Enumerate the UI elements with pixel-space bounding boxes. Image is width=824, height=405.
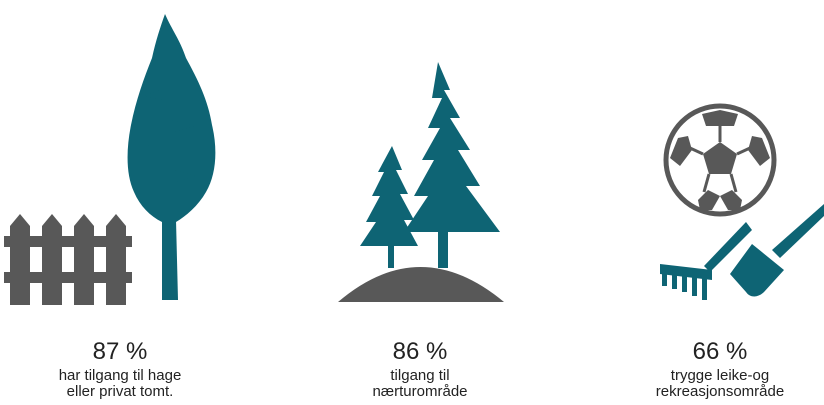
stat-percent: 86 % [392, 338, 448, 365]
rake-icon [660, 222, 752, 300]
stat-description: trygge leike-og rekreasjonsområde [600, 368, 824, 400]
stat-panel-recreation: 66 % trygge leike-og rekreasjonsområde [600, 0, 824, 405]
ball-rake-shovel-icon [660, 103, 824, 300]
stat-description-line: eller privat tomt. [66, 383, 174, 400]
football-icon [663, 103, 777, 217]
stat-description: tilgang til nærturområde [300, 368, 540, 400]
trees-on-hill-icon [338, 62, 504, 302]
stat-panel-garden: 87 % har tilgang til hage eller privat t… [0, 0, 270, 405]
stat-percent: 87 % [92, 338, 148, 365]
fence-and-tree-icon [4, 14, 216, 305]
stat-percent: 66 % [692, 338, 748, 365]
stat-description-line: har tilgang til hage [58, 367, 182, 384]
stat-description-line: rekreasjonsområde [655, 383, 785, 400]
shovel-icon [730, 204, 824, 297]
stat-panel-nature: 86 % tilgang til nærturområde [300, 0, 540, 405]
stat-description-line: tilgang til [390, 367, 450, 384]
stat-description-line: nærturområde [372, 383, 468, 400]
stat-description: har tilgang til hage eller privat tomt. [0, 368, 240, 400]
stat-description-line: trygge leike-og [670, 367, 770, 384]
